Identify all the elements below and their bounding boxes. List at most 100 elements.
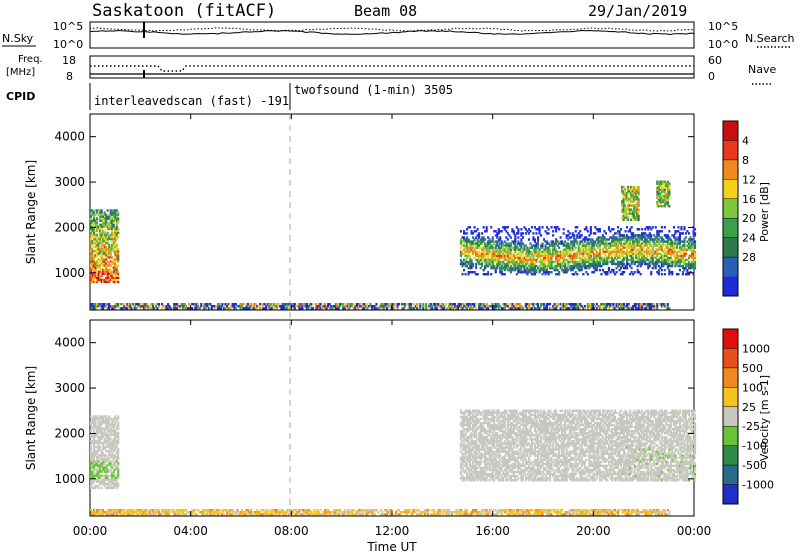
heatmap-cell — [604, 273, 607, 276]
heatmap-cell — [112, 260, 115, 263]
heatmap-cell — [481, 444, 484, 447]
heatmap-cell — [310, 303, 313, 306]
heatmap-cell — [511, 246, 514, 249]
heatmap-cell — [657, 180, 660, 183]
heatmap-cell — [105, 268, 108, 271]
heatmap-cell — [564, 254, 567, 257]
heatmap-cell — [555, 268, 558, 272]
heatmap-cell — [514, 250, 517, 253]
heatmap-cell — [552, 307, 555, 310]
heatmap-cell — [277, 303, 280, 306]
heatmap-cell — [109, 274, 112, 277]
heatmap-cell — [624, 240, 627, 243]
heatmap-cell — [668, 230, 671, 233]
heatmap-cell — [478, 244, 481, 247]
heatmap-cell — [103, 223, 106, 226]
heatmap-cell — [505, 434, 508, 437]
heatmap-cell — [621, 273, 624, 276]
heatmap-cell — [478, 305, 481, 308]
heatmap-cell — [481, 250, 484, 253]
heatmap-cell — [488, 260, 491, 264]
heatmap-cell — [564, 262, 567, 266]
heatmap-cell — [692, 260, 695, 264]
heatmap-cell — [481, 256, 484, 260]
heatmap-cell — [626, 238, 629, 241]
heatmap-cell — [96, 305, 99, 308]
heatmap-cell — [99, 482, 102, 486]
heatmap-cell — [663, 234, 666, 237]
heatmap-cell — [469, 428, 472, 431]
heatmap-cell — [325, 305, 328, 308]
heatmap-cell — [621, 216, 624, 219]
heatmap-cell — [506, 464, 509, 468]
heatmap-cell — [511, 260, 514, 264]
heatmap-cell — [680, 228, 683, 231]
heatmap-cell — [472, 417, 475, 421]
heatmap-cell — [677, 240, 680, 243]
heatmap-cell — [464, 250, 467, 253]
heatmap-cell — [509, 250, 512, 253]
heatmap-cell — [100, 437, 103, 441]
heatmap-cell — [612, 244, 615, 247]
heatmap-cell — [230, 307, 233, 310]
heatmap-cell — [506, 462, 509, 466]
heatmap-cell — [636, 234, 639, 237]
heatmap-cell — [656, 244, 659, 247]
heatmap-cell — [351, 305, 354, 308]
heatmap-cell — [660, 194, 663, 198]
heatmap-cell — [615, 232, 618, 235]
heatmap-cell — [653, 238, 656, 241]
heatmap-cell — [663, 258, 666, 262]
heatmap-cell — [479, 434, 482, 437]
heatmap-cell — [631, 185, 634, 189]
heatmap-cell — [490, 442, 493, 445]
heatmap-cell — [239, 305, 242, 308]
heatmap-cell — [530, 258, 533, 262]
heatmap-cell — [503, 460, 506, 463]
heatmap-cell — [109, 272, 112, 275]
heatmap-cell — [634, 196, 637, 199]
heatmap-cell — [493, 421, 496, 425]
heatmap-cell — [512, 248, 515, 251]
heatmap-cell — [598, 256, 601, 260]
heatmap-cell — [533, 268, 536, 272]
heatmap-cell — [463, 434, 466, 437]
heatmap-cell — [97, 264, 100, 267]
heatmap-cell — [508, 268, 511, 272]
heatmap-cell — [459, 242, 462, 245]
heatmap-cell — [472, 252, 475, 255]
heatmap-cell — [656, 305, 659, 308]
heatmap-cell — [502, 458, 505, 461]
heatmap-cell — [93, 262, 96, 265]
heatmap-cell — [111, 213, 114, 216]
heatmap-cell — [653, 264, 656, 268]
heatmap-cell — [473, 444, 476, 447]
heatmap-cell — [103, 456, 106, 459]
heatmap-cell — [482, 466, 485, 470]
heatmap-cell — [482, 246, 485, 249]
heatmap-cell — [657, 248, 660, 251]
heatmap-cell — [622, 202, 625, 205]
heatmap-cell — [641, 260, 644, 264]
heatmap-cell — [523, 266, 526, 270]
heatmap-cell — [615, 262, 618, 266]
heatmap-cell — [99, 427, 102, 430]
heatmap-cell — [484, 415, 487, 419]
heatmap-cell — [621, 258, 624, 262]
heatmap-cell — [579, 264, 582, 268]
heatmap-cell — [574, 307, 577, 310]
heatmap-cell — [571, 303, 574, 306]
heatmap-cell — [245, 307, 248, 310]
heatmap-cell — [671, 240, 674, 243]
heatmap-cell — [355, 307, 358, 310]
heatmap-cell — [90, 445, 93, 449]
heatmap-cell — [544, 246, 547, 249]
heatmap-cell — [467, 442, 470, 445]
heatmap-cell — [479, 468, 482, 472]
heatmap-cell — [621, 264, 624, 268]
heatmap-cell — [485, 446, 488, 449]
heatmap-cell — [117, 305, 120, 308]
heatmap-cell — [478, 440, 481, 443]
heatmap-cell — [117, 235, 120, 239]
heatmap-cell — [115, 445, 118, 449]
